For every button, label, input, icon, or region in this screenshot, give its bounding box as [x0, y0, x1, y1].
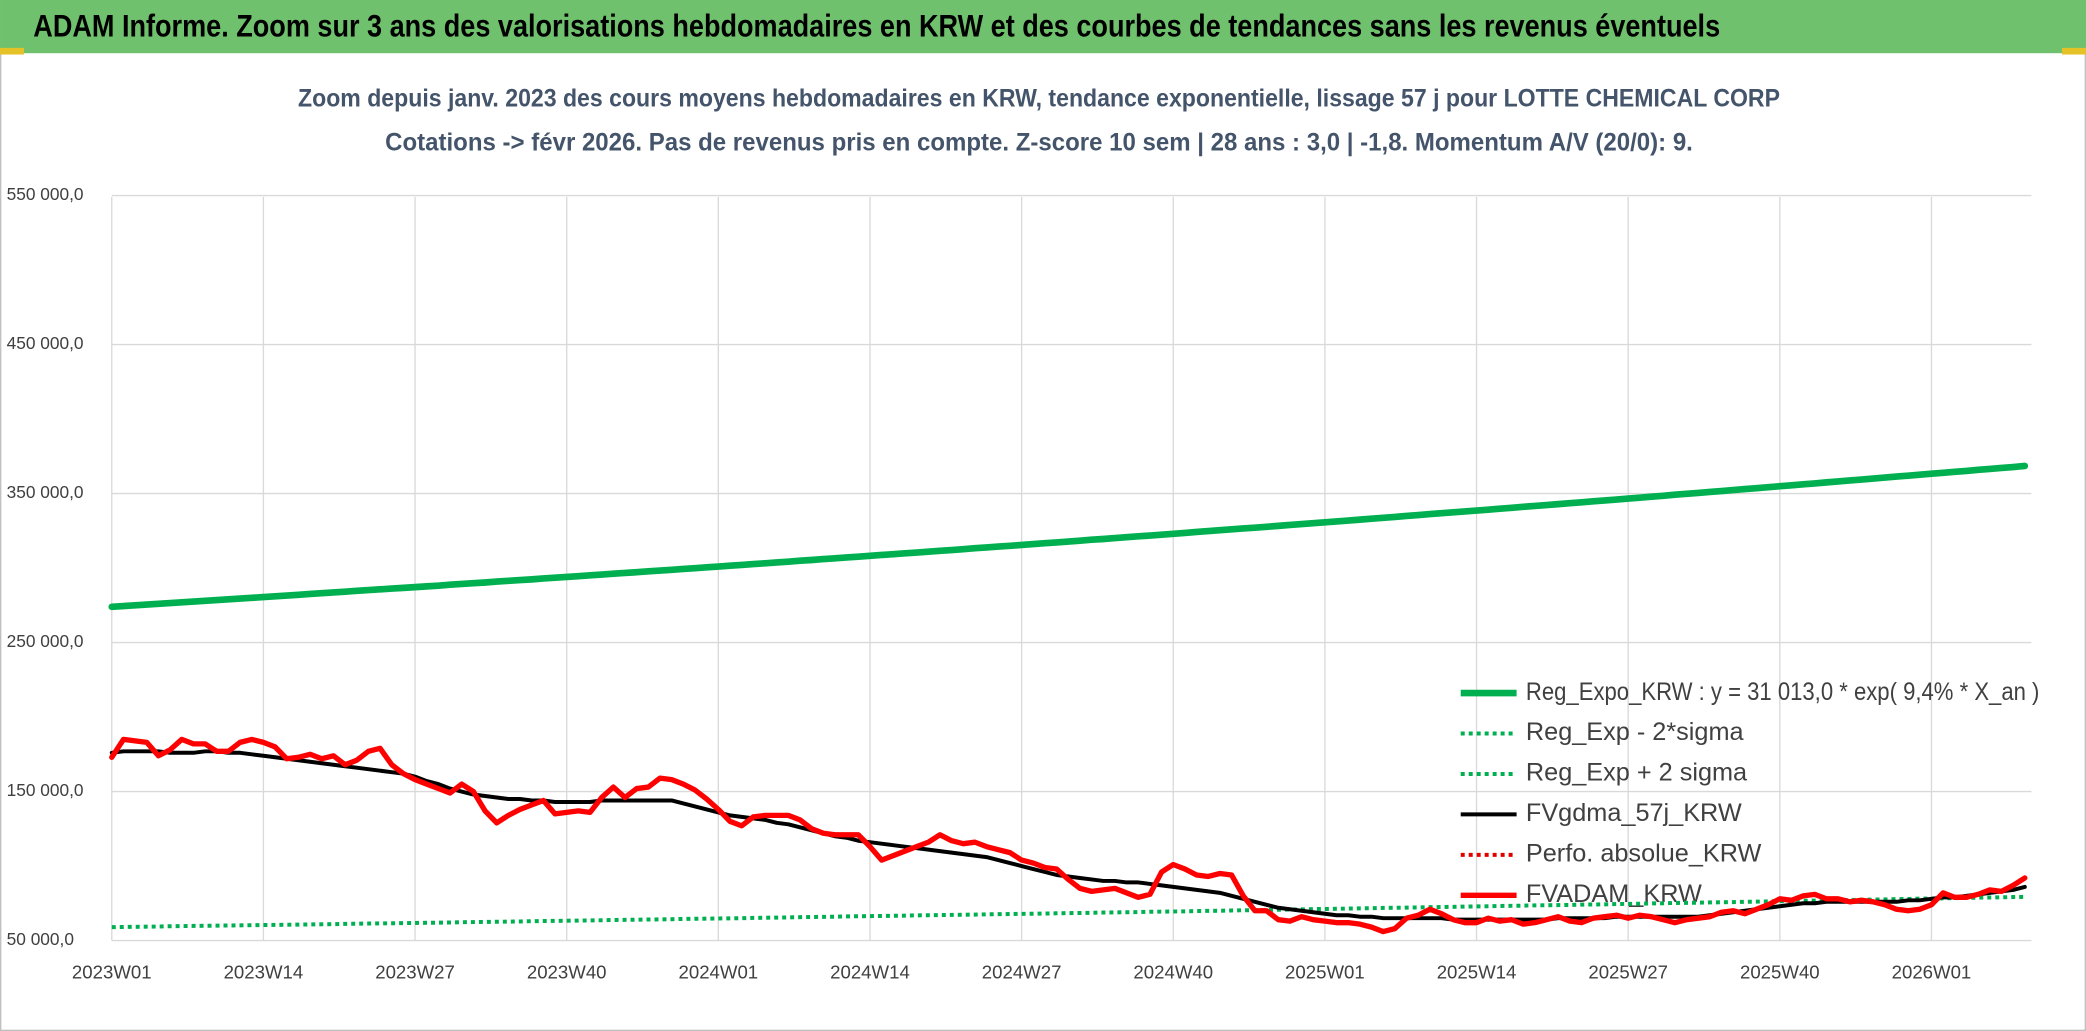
title-band [0, 0, 2086, 54]
x-tick-label: 2023W01 [72, 962, 152, 983]
y-tick-label: 150 000,0 [7, 780, 84, 800]
x-tick-label: 2025W40 [1740, 962, 1820, 983]
series-line [108, 462, 2029, 611]
series [108, 462, 2029, 935]
grid: 50 000,0 150 000,0 250 000,0 350 000,0 450 0… [7, 184, 2032, 983]
corner [2062, 47, 2086, 55]
x-tick-label: 2024W14 [830, 962, 910, 983]
legend-label: Perfo. absolue_KRW [1526, 840, 1762, 868]
y-tick-label: 250 000,0 [7, 631, 84, 651]
x-tick-label: 2026W01 [1892, 962, 1972, 983]
x-tick-label: 2023W14 [224, 962, 304, 983]
x-tick-label: 2024W27 [982, 962, 1062, 983]
x-tick-label: 2025W27 [1588, 962, 1668, 983]
x-tick-label: 2024W01 [679, 962, 759, 983]
chart-title: ADAM Informe. Zoom sur 3 ans des valoris… [33, 7, 1720, 43]
y-tick-label: 450 000,0 [7, 333, 84, 353]
x-tick-label: 2023W40 [527, 962, 607, 983]
x-tick-label: 2023W27 [375, 962, 455, 983]
x-tick-label: 2024W40 [1133, 962, 1213, 983]
y-tick-label: 550 000,0 [7, 184, 84, 204]
legend: Reg_Expo_KRW : y = 31 013,0 * exp( 9,4% … [1460, 678, 2040, 908]
subtitle: Zoom depuis janv. 2023 des cours moyens … [298, 84, 1780, 112]
legend-label: Reg_Exp - 2*sigma [1526, 718, 1745, 746]
legend-label: FVgdma_57j_KRW [1526, 799, 1742, 827]
corner [0, 47, 24, 55]
y-tick-label: 50 000,0 [7, 929, 74, 949]
subtitle-background [290, 77, 1788, 171]
y-tick-label: 350 000,0 [7, 482, 84, 502]
x-tick-label: 2025W01 [1285, 962, 1365, 983]
series-line [109, 736, 2028, 935]
legend-label: Reg_Expo_KRW : y = 31 013,0 * exp( 9,4% … [1526, 678, 2040, 706]
subtitle: Cotations -> févr 2026. Pas de revenus p… [385, 128, 1693, 156]
legend-label: Reg_Exp + 2 sigma [1526, 759, 1748, 787]
x-tick-label: 2025W14 [1437, 962, 1517, 983]
